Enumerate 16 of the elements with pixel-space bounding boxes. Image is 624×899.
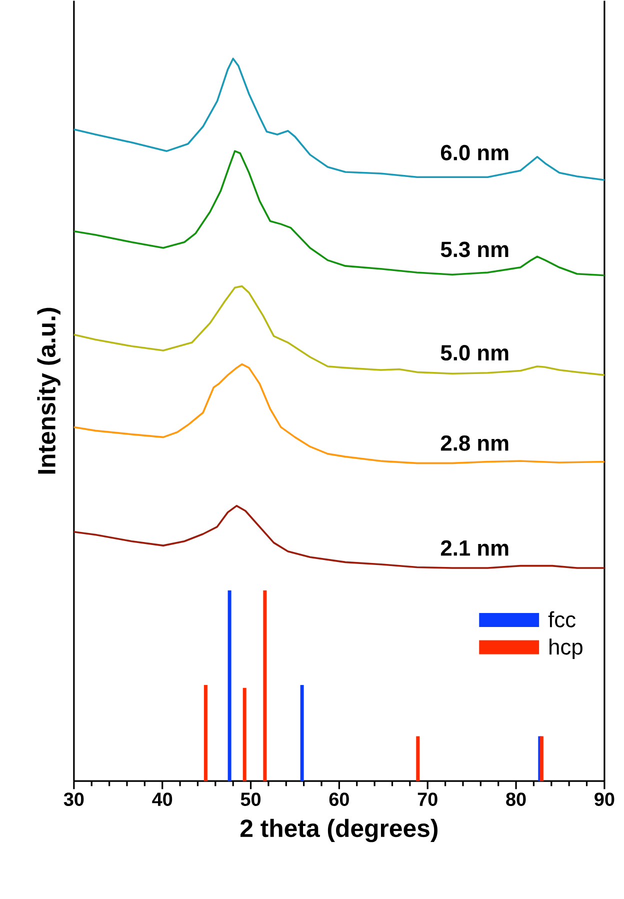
x-tick-label: 90 — [594, 792, 614, 806]
y-axis-title: Intensity (a.u.) — [37, 308, 60, 474]
legend-label: fcc — [548, 611, 576, 628]
series-label: 2.1 nm — [440, 540, 508, 556]
series-label: 6.0 nm — [440, 144, 508, 160]
x-tick-label: 50 — [240, 792, 260, 806]
x-tick-label: 30 — [64, 792, 84, 806]
series-label: 5.0 nm — [440, 345, 508, 361]
series-label: 2.8 nm — [440, 435, 508, 451]
x-tick-label: 80 — [506, 792, 526, 806]
legend-label: hcp — [549, 638, 582, 660]
x-tick-label: 70 — [418, 792, 438, 806]
series-label: 5.3 nm — [440, 242, 508, 258]
x-tick-label: 40 — [152, 792, 172, 806]
x-axis-title: 2 theta (degrees) — [240, 818, 438, 842]
x-tick-label: 60 — [329, 792, 349, 806]
